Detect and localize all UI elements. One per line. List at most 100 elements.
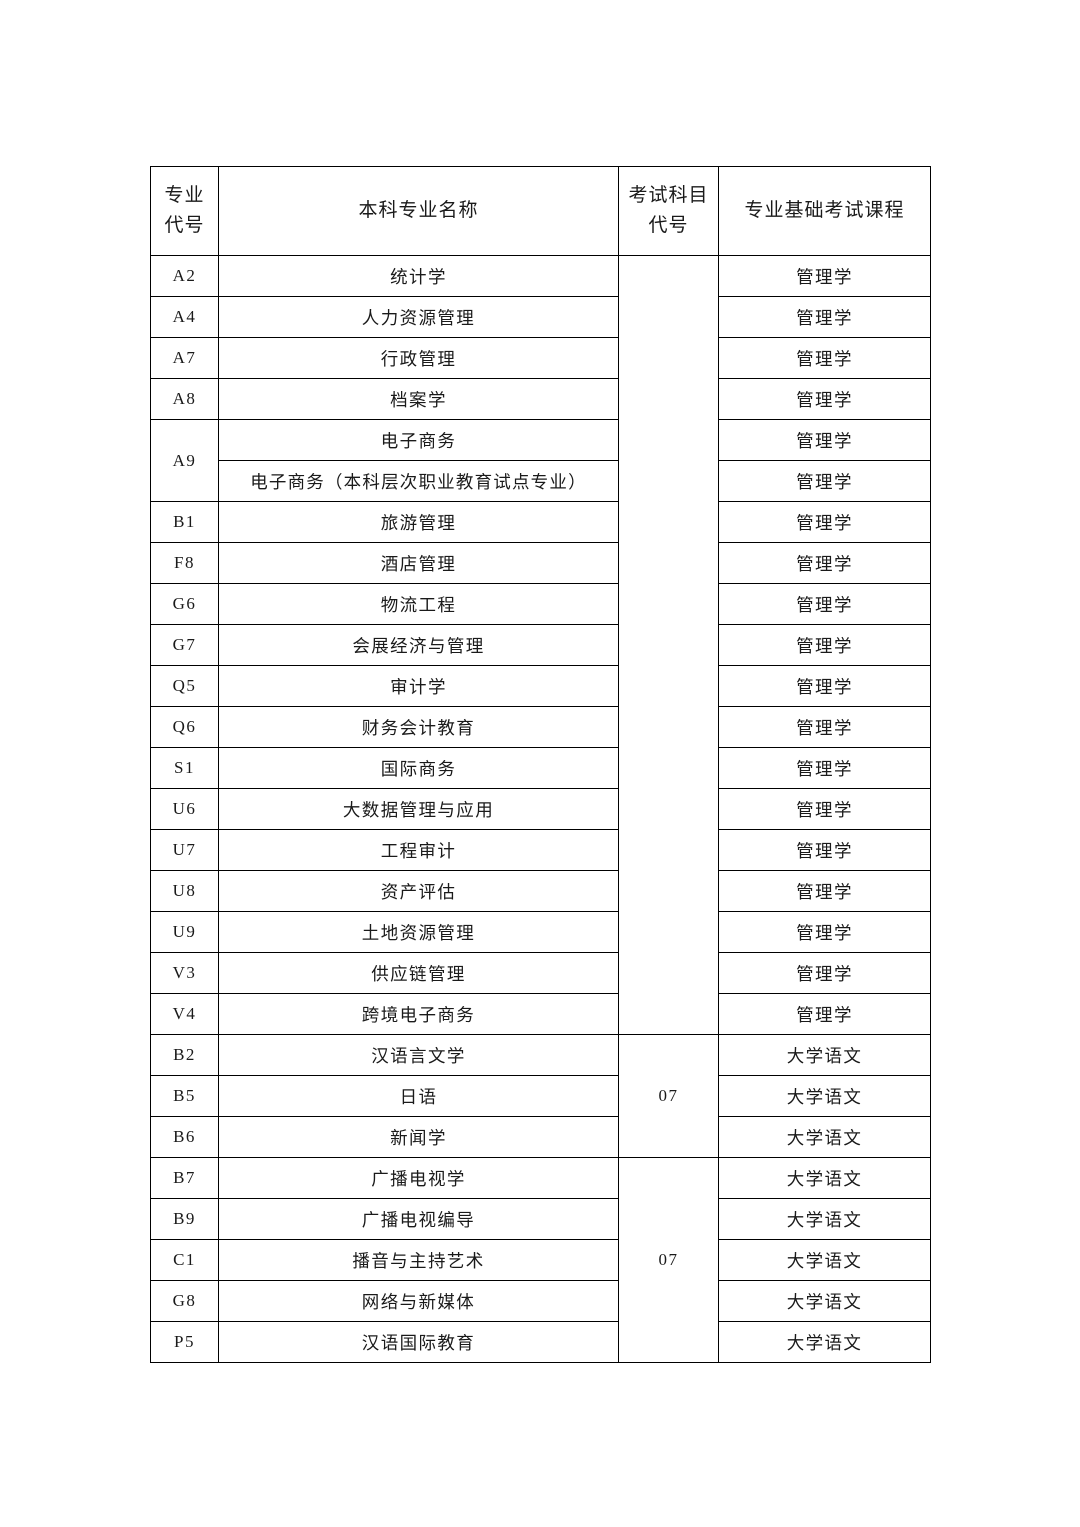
table-row: S1 国际商务 管理学 [150, 747, 931, 789]
major-code-header-line1: 专业 [164, 184, 205, 206]
major-code-cell: V3 [150, 952, 219, 994]
major-code-cell: Q5 [150, 665, 219, 707]
column-header-major-name: 本科专业名称 [218, 166, 619, 256]
exam-subject-code-header-line1: 考试科目 [628, 184, 709, 206]
basic-course-cell: 大学语文 [718, 1198, 931, 1240]
basic-course-cell: 管理学 [718, 419, 931, 461]
exam-subject-code-header-line2: 代号 [648, 215, 689, 236]
basic-course-cell: 大学语文 [718, 1157, 931, 1199]
major-code-cell: A2 [150, 255, 219, 297]
table-row: 电子商务（本科层次职业教育试点专业） 管理学 [151, 460, 931, 502]
basic-course-cell: 管理学 [718, 747, 931, 789]
major-code-cell: B6 [150, 1116, 219, 1158]
table-body: A2 统计学 管理学 A4 人力资源管理 管理学 A7 行政管理 管理学 A8 档案学 管理学 A9 电子… [150, 255, 931, 1363]
table-row: B9 广播电视编导 大学语文 [150, 1198, 931, 1240]
major-code-cell: U6 [150, 788, 219, 830]
major-code-cell: G8 [150, 1280, 219, 1322]
basic-course-cell: 管理学 [718, 993, 931, 1035]
basic-course-cell: 管理学 [718, 952, 931, 994]
exam-table-container: 专业 代号 本科专业名称 考试科目 代号 专业基础考试课程 A2 统计学 管理学 A4… [150, 166, 931, 1363]
major-name-cell: 供应链管理 [218, 952, 619, 994]
major-code-cell: Q6 [150, 706, 219, 748]
major-name-cell: 旅游管理 [218, 501, 619, 543]
basic-course-cell: 管理学 [718, 624, 931, 666]
table-row: B1 旅游管理 管理学 [150, 501, 931, 543]
table-row: V4 跨境电子商务 管理学 [150, 993, 931, 1035]
major-name-cell: 汉语言文学 [218, 1034, 619, 1076]
table-row: A9 电子商务 管理学 [150, 419, 931, 502]
basic-course-cell: 大学语文 [718, 1034, 931, 1076]
major-name-cell: 大数据管理与应用 [218, 788, 619, 830]
major-code-cell: B1 [150, 501, 219, 543]
basic-course-cell: 管理学 [718, 788, 931, 830]
major-code-cell: S1 [150, 747, 219, 789]
major-name-cell: 统计学 [218, 255, 619, 297]
table-row: A2 统计学 管理学 [150, 255, 931, 1035]
basic-course-cell: 管理学 [718, 501, 931, 543]
major-name-cell: 网络与新媒体 [218, 1280, 619, 1322]
major-name-cell: 新闻学 [218, 1116, 619, 1158]
major-code-cell: A8 [150, 378, 219, 420]
major-code-cell: V4 [150, 993, 219, 1035]
major-name-cell: 广播电视编导 [218, 1198, 619, 1240]
major-code-cell: B2 [150, 1034, 219, 1076]
table-row: A8 档案学 管理学 [150, 378, 931, 420]
major-name-cell: 会展经济与管理 [218, 624, 619, 666]
major-name-cell: 资产评估 [218, 870, 619, 912]
major-name-cell: 酒店管理 [218, 542, 619, 584]
table-row: Q6 财务会计教育 管理学 [150, 706, 931, 748]
major-name-cell: 审计学 [218, 665, 619, 707]
basic-course-cell: 管理学 [718, 296, 931, 338]
exam-subject-code-cell: 07 [618, 1157, 719, 1363]
basic-course-cell: 管理学 [718, 870, 931, 912]
major-name-cell: 土地资源管理 [218, 911, 619, 953]
major-exam-course-table: 专业 代号 本科专业名称 考试科目 代号 专业基础考试课程 A2 统计学 管理学 A4… [150, 166, 931, 1363]
basic-course-cell: 大学语文 [718, 1280, 931, 1322]
major-code-cell: U7 [150, 829, 219, 871]
major-code-cell: U9 [150, 911, 219, 953]
basic-course-cell: 大学语文 [718, 1116, 931, 1158]
basic-course-cell: 大学语文 [718, 1239, 931, 1281]
basic-course-cell: 大学语文 [718, 1321, 931, 1363]
major-name-cell: 工程审计 [218, 829, 619, 871]
basic-course-cell: 管理学 [718, 665, 931, 707]
major-name-cell: 人力资源管理 [218, 296, 619, 338]
table-row: U6 大数据管理与应用 管理学 [150, 788, 931, 830]
major-name-cell: 物流工程 [218, 583, 619, 625]
major-name-cell: 财务会计教育 [218, 706, 619, 748]
basic-course-cell: 管理学 [718, 911, 931, 953]
basic-course-cell: 管理学 [718, 378, 931, 420]
basic-course-cell: 管理学 [718, 829, 931, 871]
basic-course-cell: 管理学 [718, 706, 931, 748]
table-row: A4 人力资源管理 管理学 [150, 296, 931, 338]
major-code-cell: G6 [150, 583, 219, 625]
table-row: G7 会展经济与管理 管理学 [150, 624, 931, 666]
major-code-cell: B5 [150, 1075, 219, 1117]
exam-subject-code-cell [618, 255, 719, 1035]
major-code-cell: F8 [150, 542, 219, 584]
major-name-cell: 日语 [218, 1075, 619, 1117]
basic-course-cell: 管理学 [718, 542, 931, 584]
major-name-cell: 电子商务（本科层次职业教育试点专业） [218, 460, 619, 502]
table-row: U9 土地资源管理 管理学 [150, 911, 931, 953]
major-name-cell: 广播电视学 [218, 1157, 619, 1199]
table-row: V3 供应链管理 管理学 [150, 952, 931, 994]
table-row: B5 日语 大学语文 [150, 1075, 931, 1117]
major-name-cell: 国际商务 [218, 747, 619, 789]
basic-course-cell: 管理学 [718, 255, 931, 297]
table-row: B7 广播电视学 07 大学语文 [150, 1157, 931, 1363]
major-name-cell: 行政管理 [218, 337, 619, 379]
major-code-cell: B7 [150, 1157, 219, 1199]
basic-course-cell: 大学语文 [718, 1075, 931, 1117]
column-header-major-code: 专业 代号 [150, 166, 219, 256]
table-header: 专业 代号 本科专业名称 考试科目 代号 专业基础考试课程 [150, 166, 931, 256]
table-row: B2 汉语言文学 07 大学语文 [150, 1034, 931, 1158]
major-code-cell: A4 [150, 296, 219, 338]
major-code-cell: G7 [150, 624, 219, 666]
major-name-cell: 跨境电子商务 [218, 993, 619, 1035]
table-row: A7 行政管理 管理学 [150, 337, 931, 379]
basic-course-cell: 管理学 [718, 460, 931, 502]
major-code-cell: U8 [150, 870, 219, 912]
major-name-cell: 播音与主持艺术 [218, 1239, 619, 1281]
column-header-exam-subject-code: 考试科目 代号 [618, 166, 719, 256]
